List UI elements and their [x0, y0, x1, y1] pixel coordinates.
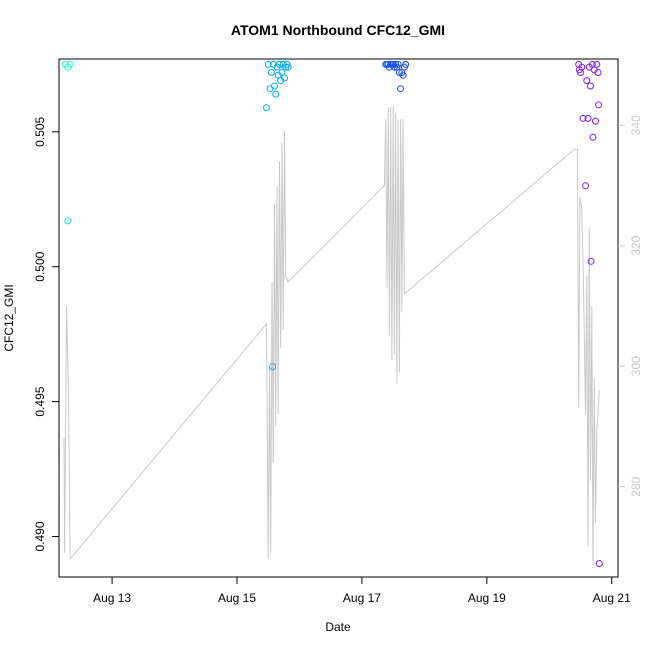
right-axis-series: [63, 107, 600, 566]
data-point: [578, 63, 586, 71]
y-right-tick-label: 280: [629, 476, 643, 496]
y-right-tick-label: 340: [629, 115, 643, 135]
data-point: [399, 71, 407, 79]
data-point: [394, 60, 402, 68]
data-point: [271, 82, 278, 90]
data-point: [595, 101, 603, 109]
data-point: [592, 117, 599, 125]
y-right-tick-label: 320: [629, 235, 643, 255]
x-tick-label: Aug 17: [343, 591, 381, 605]
x-axis-label: Date: [325, 620, 351, 634]
data-point: [281, 74, 288, 82]
data-point: [284, 63, 292, 71]
chart-title: ATOM1 Northbound CFC12_GMI: [231, 22, 445, 38]
x-tick-label: Aug 15: [218, 591, 256, 605]
data-point: [595, 560, 603, 567]
x-tick-label: Aug 21: [593, 591, 631, 605]
y-tick-label: 0.505: [33, 116, 47, 146]
y-axis-right: 280 300 320 340: [618, 115, 643, 497]
y-tick-label: 0.495: [33, 386, 47, 416]
data-point: [584, 114, 592, 122]
data-point: [267, 69, 275, 76]
y-axis: 0.490 0.495 0.500 0.505: [33, 116, 59, 552]
series-line: [63, 107, 600, 566]
data-point: [276, 60, 283, 68]
x-axis: Aug 13 Aug 15 Aug 17 Aug 19 Aug 21: [93, 577, 631, 605]
x-tick-label: Aug 13: [93, 591, 131, 605]
data-point: [64, 217, 72, 225]
data-point: [587, 257, 595, 265]
y-axis-label: CFC12_GMI: [2, 284, 16, 351]
data-point: [579, 114, 587, 122]
data-point: [66, 60, 74, 68]
data-point: [583, 77, 591, 85]
data-point: [397, 85, 405, 93]
scatter-series: [61, 60, 603, 567]
data-point: [269, 363, 277, 371]
data-point: [262, 104, 270, 112]
data-point: [594, 69, 602, 76]
data-point: [589, 133, 597, 141]
data-point: [593, 60, 601, 68]
y-tick-label: 0.490: [33, 521, 47, 551]
data-point: [587, 82, 594, 90]
data-point: [402, 60, 410, 68]
x-tick-label: Aug 19: [468, 591, 506, 605]
y-right-tick-label: 300: [629, 356, 643, 376]
data-point: [272, 90, 280, 98]
data-point: [582, 182, 589, 190]
y-tick-label: 0.500: [33, 251, 47, 281]
data-point: [264, 60, 272, 68]
plot-box: [58, 58, 619, 578]
